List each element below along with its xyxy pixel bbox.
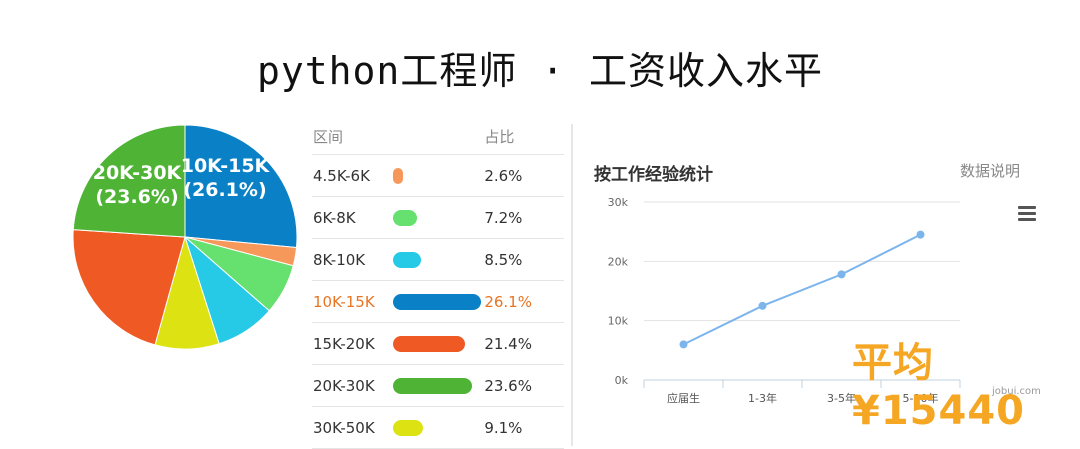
table-row[interactable]: 4.5K-6K 2.6% [312, 155, 564, 197]
row-range: 15K-20K [313, 334, 375, 353]
row-range: 8K-10K [313, 250, 366, 269]
data-description-link[interactable]: 数据说明 [959, 162, 1020, 180]
experience-line-panel: 按工作经验统计 数据说明 0k 10k 20k 30k 应届生 1-3年 3-5年 5-10年 [580, 150, 1040, 446]
row-share: 21.4% [484, 334, 532, 353]
line-series [683, 233, 921, 346]
y-tick-label: 30k [608, 196, 629, 209]
average-salary: 平均¥15440 [852, 340, 1025, 434]
table-row[interactable]: 8K-10K 8.5% [312, 239, 564, 281]
y-tick-label: 10k [608, 315, 629, 328]
y-tick-label: 20k [608, 255, 629, 268]
row-share: 7.2% [484, 208, 523, 227]
table-row[interactable]: 6K-8K 7.2% [312, 197, 564, 239]
x-tick-label: 应届生 [667, 391, 700, 405]
panel-divider [571, 124, 573, 446]
header-range: 区间 [313, 127, 344, 146]
line-point-5-10年[interactable] [916, 230, 925, 239]
source-watermark: jobui.com [992, 386, 1041, 397]
hamburger-menu-icon[interactable] [1018, 206, 1036, 222]
row-bar-cell [392, 167, 485, 184]
salary-range-table: 区间 占比 4.5K-6K 2.6% 6K-8K 7.2% 8K-10K 8.5% 10K-… [312, 118, 564, 449]
row-range: 10K-15K [313, 292, 375, 311]
x-tick-label: 3-5年 [827, 391, 856, 405]
row-bar [392, 335, 465, 352]
y-tick-label: 0k [615, 374, 629, 387]
table-row[interactable]: 10K-15K 26.1% [312, 281, 564, 323]
header-share: 占比 [484, 127, 515, 146]
pie-svg: 10K-15K(26.1%)20K-30K(23.6%) [72, 124, 298, 350]
row-share: 9.1% [484, 418, 523, 437]
x-tick-label: 5-10年 [903, 391, 939, 405]
row-share: 23.6% [484, 376, 532, 395]
row-bar [392, 419, 424, 436]
line-chart-svg: 0k 10k 20k 30k 应届生 1-3年 3-5年 5-10年 [608, 196, 961, 405]
row-bar-cell [392, 293, 485, 310]
pie-label-range: 20K-30K [93, 162, 183, 184]
row-bar-cell [392, 209, 485, 226]
pie-label-share: (26.1%) [183, 179, 266, 201]
row-bar [392, 377, 473, 394]
header-bar-spacer [393, 128, 485, 144]
row-range: 4.5K-6K [313, 166, 370, 185]
row-bar [392, 251, 422, 268]
pie-slice-20K-30K[interactable] [72, 124, 186, 238]
row-share: 8.5% [484, 250, 523, 269]
row-bar-cell [392, 335, 485, 352]
line-point-1-3年[interactable] [758, 301, 767, 310]
row-bar-cell [392, 251, 485, 268]
row-bar [392, 293, 481, 310]
line-chart-title: 按工作经验统计 [594, 165, 713, 185]
row-range: 20K-30K [313, 376, 375, 395]
pie-slice-10K-15K[interactable] [184, 124, 298, 249]
table-body: 4.5K-6K 2.6% 6K-8K 7.2% 8K-10K 8.5% 10K-15K 26.… [312, 155, 564, 449]
line-point-3-5年[interactable] [837, 270, 846, 279]
page-title: python工程师 · 工资收入水平 [257, 49, 823, 93]
table-row[interactable]: 20K-30K 23.6% [312, 365, 564, 407]
x-tick-label: 1-3年 [748, 391, 777, 405]
table-row[interactable]: 30K-50K 9.1% [312, 407, 564, 449]
line-point-应届生[interactable] [679, 340, 688, 349]
table-header: 区间 占比 [312, 118, 564, 155]
pie-label-range: 10K-15K [181, 155, 271, 177]
row-share: 2.6% [484, 166, 523, 185]
row-bar [392, 167, 403, 184]
row-share: 26.1% [484, 292, 532, 311]
row-bar-cell [392, 377, 485, 394]
salary-pie-chart: 10K-15K (26.1%) 20K-30K (23.6%) [70, 124, 300, 354]
pie-slice-15K-20K[interactable] [72, 229, 186, 346]
pie-label-share: (23.6%) [95, 186, 178, 208]
row-range: 6K-8K [313, 208, 356, 227]
row-bar [392, 209, 417, 226]
row-bar-cell [392, 419, 485, 436]
table-row[interactable]: 15K-20K 21.4% [312, 323, 564, 365]
row-range: 30K-50K [313, 418, 375, 437]
